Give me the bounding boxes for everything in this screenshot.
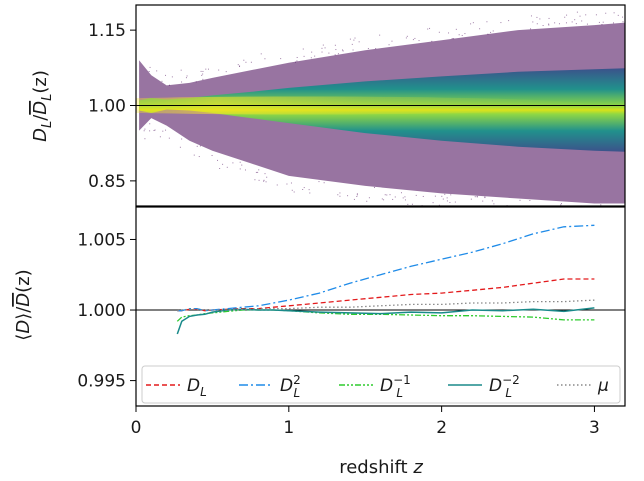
series-line-0 [177,278,595,312]
top-y-tick-label: 0.85 [88,172,126,192]
x-axis-label: redshift z [339,457,423,478]
legend-items: DL D2 L D−1 L D−2 L μ [146,373,609,400]
legend: DL D2 L D−1 L D−2 L μ [141,365,621,404]
mean-ratio-panel: 0.995 1.000 1.005 0 1 2 3 ⟨D⟩/D(z) redshift z… [13,206,626,478]
bottom-y-axis-label: ⟨D⟩/D(z) [13,269,34,340]
legend-label-2: D−1 L [380,373,411,400]
bottom-y-tick-label: 1.005 [77,230,126,250]
legend-box [141,365,621,404]
bottom-y-ticks: 0.995 1.000 1.005 [77,230,136,392]
series-line-1 [177,224,595,312]
legend-label-1: D2 L [280,373,301,400]
top-y-tick-label: 1.00 [88,97,126,117]
legend-label-0: DL [187,376,207,399]
bottom-y-tick-label: 0.995 [77,372,126,392]
series-line-3 [176,307,595,335]
bottom-plot-frame [135,206,626,407]
x-tick-label: 0 [131,418,142,438]
top-y-ticks: 0.85 1.00 1.15 [88,21,136,192]
bottom-y-tick-label: 1.000 [77,301,126,321]
x-tick-label: 2 [436,418,447,438]
legend-label-3: D−2 L [489,373,520,400]
scatter-speckle [143,11,625,206]
x-tick-label: 3 [589,418,600,438]
x-tick-label: 1 [283,418,294,438]
top-y-tick-label: 1.15 [88,21,126,41]
series-lines [176,224,595,335]
series-line-2 [176,309,595,322]
top-y-axis-label: DL/DL(z) [30,70,55,142]
legend-label-4: μ [597,376,609,396]
density-panel: 0.85 1.00 1.15 DL/DL(z) [30,4,626,207]
bottom-x-ticks: 0 1 2 3 [131,406,600,438]
